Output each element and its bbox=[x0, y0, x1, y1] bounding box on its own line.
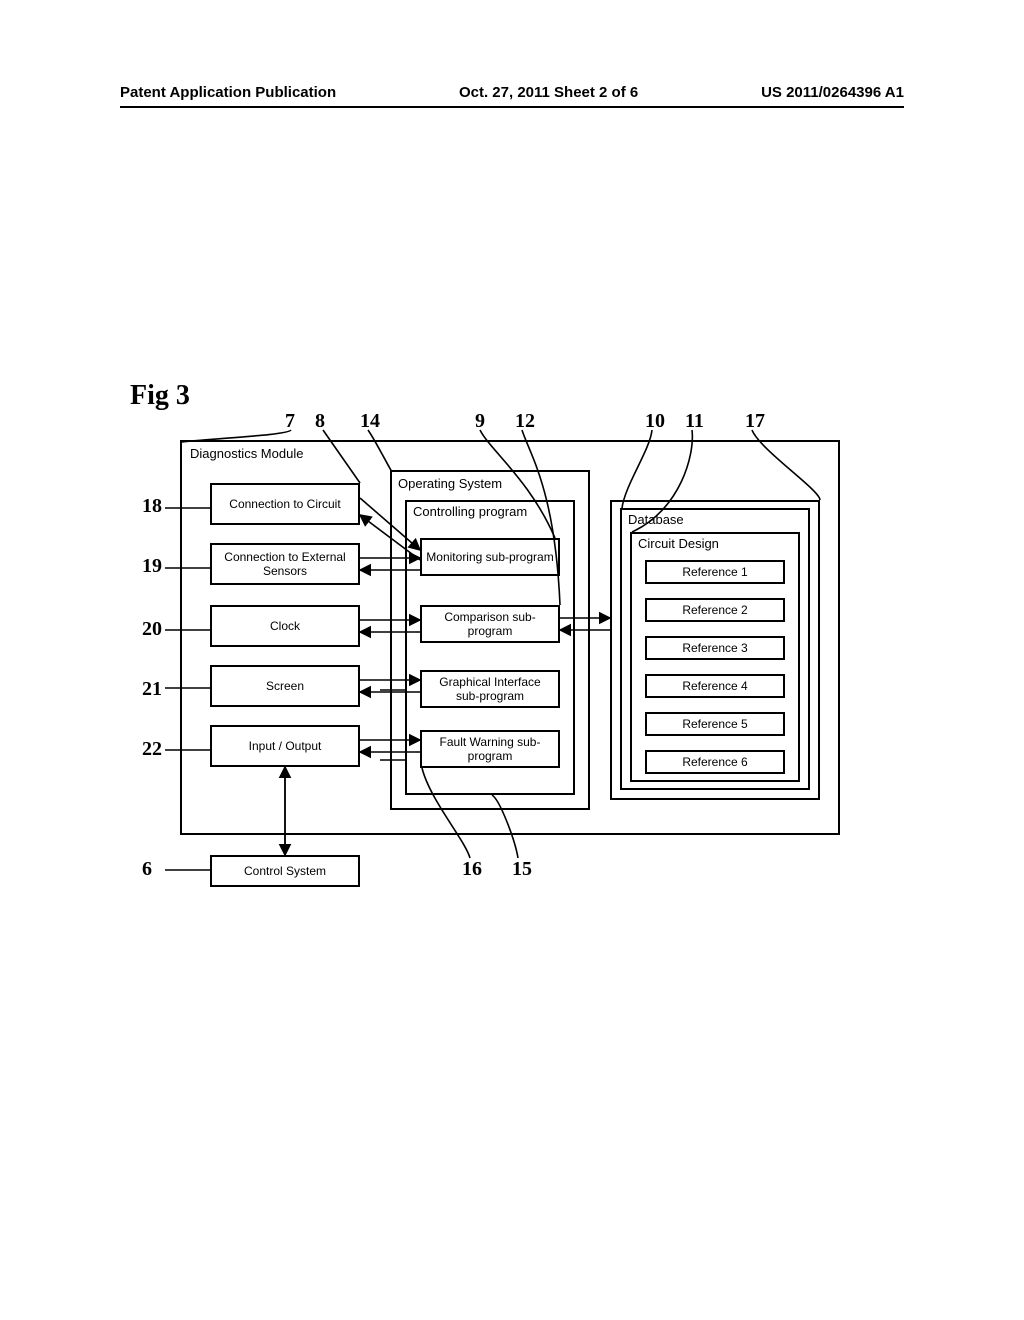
ref-num-18: 18 bbox=[142, 495, 162, 518]
ref-num-15: 15 bbox=[512, 858, 532, 881]
label-screen: Screen bbox=[216, 679, 354, 693]
label-ref4: Reference 4 bbox=[651, 679, 779, 693]
ref-num-7: 7 bbox=[285, 410, 295, 433]
ref-num-9: 9 bbox=[475, 410, 485, 433]
ref-num-8: 8 bbox=[315, 410, 325, 433]
box-control-system: Control System bbox=[210, 855, 360, 887]
label-connection-circuit: Connection to Circuit bbox=[216, 497, 354, 511]
label-controlling-program: Controlling program bbox=[413, 504, 527, 520]
label-monitoring: Monitoring sub-program bbox=[426, 550, 554, 564]
box-connection-sensors: Connection to External Sensors bbox=[210, 543, 360, 585]
label-graphical: Graphical Interface sub-program bbox=[426, 675, 554, 704]
ref-num-16: 16 bbox=[462, 858, 482, 881]
ref-num-20: 20 bbox=[142, 618, 162, 641]
label-diagnostics-module: Diagnostics Module bbox=[190, 446, 303, 462]
ref-num-19: 19 bbox=[142, 555, 162, 578]
box-screen: Screen bbox=[210, 665, 360, 707]
box-connection-circuit: Connection to Circuit bbox=[210, 483, 360, 525]
box-io: Input / Output bbox=[210, 725, 360, 767]
ref-num-14: 14 bbox=[360, 410, 380, 433]
box-monitoring: Monitoring sub-program bbox=[420, 538, 560, 576]
header-row: Patent Application Publication Oct. 27, … bbox=[120, 84, 904, 101]
label-ref6: Reference 6 bbox=[651, 755, 779, 769]
ref-num-22: 22 bbox=[142, 738, 162, 761]
label-io: Input / Output bbox=[216, 739, 354, 753]
diagram: Fig 3 7 8 14 9 12 10 11 17 18 19 20 21 2… bbox=[120, 380, 880, 900]
figure-label: Fig 3 bbox=[130, 380, 190, 412]
label-circuit-design: Circuit Design bbox=[638, 536, 719, 552]
label-connection-sensors: Connection to External Sensors bbox=[216, 550, 354, 579]
ref-num-11: 11 bbox=[685, 410, 704, 433]
box-ref3: Reference 3 bbox=[645, 636, 785, 660]
label-ref3: Reference 3 bbox=[651, 641, 779, 655]
page: Patent Application Publication Oct. 27, … bbox=[0, 0, 1024, 1320]
box-ref5: Reference 5 bbox=[645, 712, 785, 736]
label-ref2: Reference 2 bbox=[651, 603, 779, 617]
label-control-system: Control System bbox=[216, 864, 354, 878]
label-ref1: Reference 1 bbox=[651, 565, 779, 579]
box-ref2: Reference 2 bbox=[645, 598, 785, 622]
label-ref5: Reference 5 bbox=[651, 717, 779, 731]
box-graphical: Graphical Interface sub-program bbox=[420, 670, 560, 708]
header-rule bbox=[120, 106, 904, 108]
label-comparison: Comparison sub-program bbox=[426, 610, 554, 639]
ref-num-10: 10 bbox=[645, 410, 665, 433]
ref-num-6: 6 bbox=[142, 858, 152, 881]
header-left: Patent Application Publication bbox=[120, 84, 336, 101]
header-right: US 2011/0264396 A1 bbox=[761, 84, 904, 101]
box-comparison: Comparison sub-program bbox=[420, 605, 560, 643]
box-ref6: Reference 6 bbox=[645, 750, 785, 774]
ref-num-21: 21 bbox=[142, 678, 162, 701]
label-fault: Fault Warning sub-program bbox=[426, 735, 554, 764]
box-clock: Clock bbox=[210, 605, 360, 647]
ref-num-12: 12 bbox=[515, 410, 535, 433]
header-center: Oct. 27, 2011 Sheet 2 of 6 bbox=[459, 84, 638, 101]
box-ref4: Reference 4 bbox=[645, 674, 785, 698]
label-os: Operating System bbox=[398, 476, 502, 492]
label-database: Database bbox=[628, 512, 684, 528]
label-clock: Clock bbox=[216, 619, 354, 633]
box-ref1: Reference 1 bbox=[645, 560, 785, 584]
ref-num-17: 17 bbox=[745, 410, 765, 433]
box-fault: Fault Warning sub-program bbox=[420, 730, 560, 768]
